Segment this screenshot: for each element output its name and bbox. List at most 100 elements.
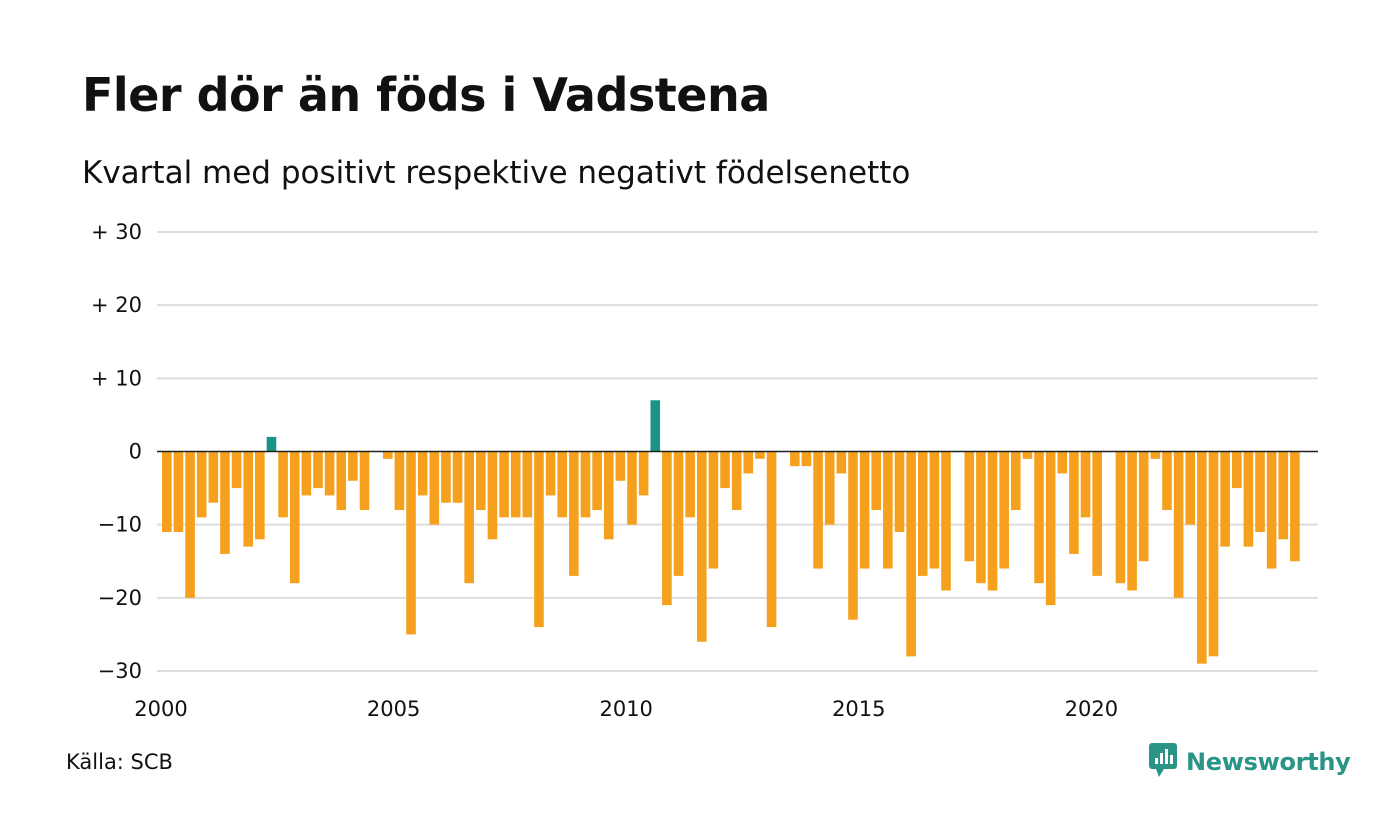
bar (871, 451, 882, 511)
bar (987, 451, 998, 591)
bar (941, 451, 951, 591)
bar (836, 451, 847, 474)
bar (906, 451, 916, 657)
y-tick-label: + 10 (91, 366, 142, 390)
bar (522, 451, 533, 518)
bar (801, 451, 812, 467)
bar (592, 451, 602, 511)
bar (1010, 451, 1021, 511)
bar (708, 451, 719, 569)
bar (196, 451, 207, 518)
bar (848, 451, 858, 620)
bar (1173, 451, 1184, 598)
bar (1034, 451, 1044, 584)
bar (1138, 451, 1149, 562)
bar (1278, 451, 1289, 540)
bar (766, 451, 777, 628)
bar (569, 451, 579, 576)
y-axis-ticks: + 30 + 20 + 10 0 −10 −20 −30 (91, 220, 142, 683)
x-axis-ticks: 2000 2005 2010 2015 2020 (134, 697, 1118, 721)
bar (964, 451, 975, 562)
bar (464, 451, 474, 584)
y-tick-label: + 30 (91, 220, 142, 244)
bar (824, 451, 835, 525)
y-tick-label: 0 (129, 440, 142, 464)
bar (1255, 451, 1265, 532)
bar (673, 451, 684, 576)
bar (545, 451, 556, 496)
bar (1045, 451, 1056, 606)
bar (1080, 451, 1091, 518)
bar (603, 451, 614, 540)
bar (499, 451, 509, 518)
bar (894, 451, 905, 532)
bar (417, 451, 428, 496)
x-tick-label: 2010 (599, 697, 652, 721)
bars (162, 400, 1300, 664)
bar (1127, 451, 1137, 591)
bar (220, 451, 230, 554)
bar (638, 451, 649, 496)
bar (162, 451, 172, 532)
bar (720, 451, 730, 489)
bar (429, 451, 440, 525)
y-tick-label: −10 (98, 513, 142, 537)
bar (859, 451, 870, 569)
bar (173, 451, 184, 532)
bar (1162, 451, 1172, 511)
bar (813, 451, 823, 569)
bar (441, 451, 451, 503)
bar (1115, 451, 1126, 584)
bar (755, 451, 765, 459)
y-tick-label: −20 (98, 586, 142, 610)
bar (289, 451, 300, 584)
bar (1208, 451, 1219, 657)
chart-subtitle: Kvartal med positivt respektive negativt… (82, 155, 911, 191)
x-tick-label: 2020 (1065, 697, 1118, 721)
bar (662, 451, 672, 606)
bar (731, 451, 742, 511)
bar (929, 451, 940, 569)
bar (557, 451, 568, 518)
bar (696, 451, 707, 642)
bar (185, 451, 195, 598)
bar (615, 451, 626, 481)
bar (627, 451, 637, 525)
newsworthy-logo-icon (1148, 742, 1178, 782)
bar (476, 451, 486, 511)
bar (278, 451, 288, 518)
bar (917, 451, 928, 576)
bar (394, 451, 405, 511)
bar (743, 451, 754, 474)
x-tick-label: 2005 (367, 697, 420, 721)
x-tick-label: 2015 (832, 697, 885, 721)
source-note: Källa: SCB (66, 750, 173, 774)
brand-logo: Newsworthy (1148, 742, 1351, 782)
bar (1243, 451, 1254, 547)
bar (301, 451, 312, 496)
y-tick-label: −30 (98, 659, 142, 683)
bar (255, 451, 265, 540)
bar (208, 451, 219, 503)
bar (406, 451, 416, 635)
bar (883, 451, 893, 569)
bar (1092, 451, 1102, 576)
bar (1150, 451, 1161, 459)
bar (382, 451, 393, 459)
bar (1290, 451, 1300, 562)
bar (1231, 451, 1242, 489)
bar (1069, 451, 1079, 554)
chart-title: Fler dör än föds i Vadstena (82, 68, 770, 122)
bar-chart: + 30+ 20+ 100−10−20−30 2000 2005 2010 2015 2… (91, 220, 1318, 721)
bar (999, 451, 1009, 569)
bar (266, 436, 277, 452)
bar (580, 451, 591, 518)
x-tick-label: 2000 (134, 697, 187, 721)
bar (1197, 451, 1207, 664)
bar (1220, 451, 1230, 547)
bar (790, 451, 800, 467)
bar (348, 451, 358, 481)
bar (1185, 451, 1196, 525)
bar (534, 451, 544, 628)
bar (650, 400, 661, 452)
